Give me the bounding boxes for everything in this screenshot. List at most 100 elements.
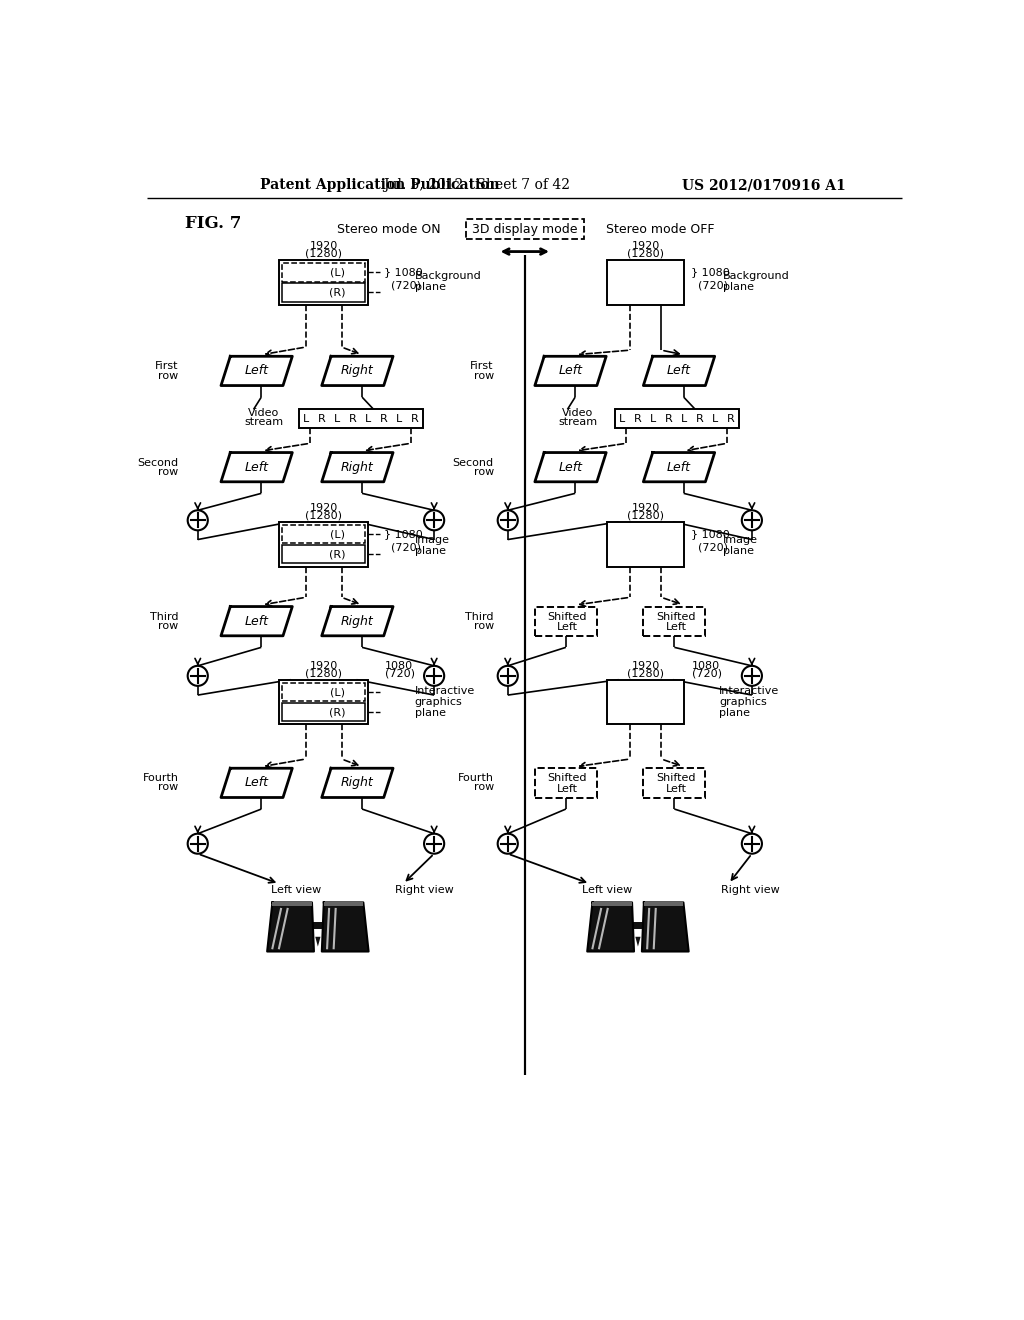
Text: Right: Right <box>341 461 374 474</box>
Text: US 2012/0170916 A1: US 2012/0170916 A1 <box>682 178 846 193</box>
Text: L: L <box>713 413 719 424</box>
Text: (L): (L) <box>330 268 344 277</box>
Text: (R): (R) <box>329 708 345 717</box>
Bar <box>283 525 366 544</box>
Text: Left: Left <box>558 364 583 378</box>
Text: graphics: graphics <box>719 697 767 708</box>
Text: (720): (720) <box>692 668 722 678</box>
Text: row: row <box>158 467 178 477</box>
Text: } 1080: } 1080 <box>690 268 729 277</box>
Text: Fourth: Fourth <box>458 774 494 783</box>
Text: Left: Left <box>245 461 268 474</box>
Bar <box>283 682 366 701</box>
Text: FIG. 7: FIG. 7 <box>185 215 242 232</box>
Polygon shape <box>587 903 634 952</box>
Polygon shape <box>221 607 292 636</box>
Bar <box>466 219 584 239</box>
Bar <box>283 284 366 302</box>
Bar <box>607 260 684 305</box>
Text: R: R <box>727 413 735 424</box>
Text: Patent Application Publication: Patent Application Publication <box>260 178 500 193</box>
Text: plane: plane <box>415 709 445 718</box>
Bar <box>607 680 684 725</box>
Bar <box>283 545 366 564</box>
Text: Shifted: Shifted <box>656 774 695 784</box>
Text: Fourth: Fourth <box>142 774 178 783</box>
Text: 3D display mode: 3D display mode <box>472 223 578 236</box>
Bar <box>280 260 369 305</box>
Text: Left: Left <box>245 364 268 378</box>
Text: Background: Background <box>723 271 790 281</box>
Text: plane: plane <box>723 282 755 292</box>
Bar <box>280 680 369 725</box>
Text: (1280): (1280) <box>305 249 342 259</box>
Text: (1280): (1280) <box>627 511 665 520</box>
Polygon shape <box>535 356 606 385</box>
Bar <box>607 521 684 566</box>
Text: stream: stream <box>244 417 284 426</box>
Text: First: First <box>155 362 178 371</box>
Text: (R): (R) <box>329 549 345 560</box>
Text: 1920: 1920 <box>632 242 659 251</box>
Text: row: row <box>473 371 494 380</box>
Text: Left view: Left view <box>271 884 322 895</box>
Text: R: R <box>411 413 419 424</box>
Polygon shape <box>322 768 393 797</box>
Bar <box>535 607 597 636</box>
Text: (720): (720) <box>384 281 421 290</box>
Text: Right: Right <box>341 615 374 628</box>
Text: Left view: Left view <box>583 884 633 895</box>
Text: Second: Second <box>137 458 178 467</box>
Text: L: L <box>334 413 340 424</box>
Text: (1280): (1280) <box>627 249 665 259</box>
Text: First: First <box>470 362 494 371</box>
Text: R: R <box>349 413 356 424</box>
Polygon shape <box>322 453 393 482</box>
Text: Left: Left <box>245 776 268 789</box>
Text: (L): (L) <box>330 529 344 539</box>
Text: (720): (720) <box>690 281 728 290</box>
Bar <box>283 702 366 721</box>
Text: row: row <box>158 371 178 380</box>
Text: 1080: 1080 <box>385 661 414 671</box>
Polygon shape <box>593 903 632 906</box>
Polygon shape <box>322 903 369 952</box>
Text: (1280): (1280) <box>305 511 342 520</box>
Text: Interactive: Interactive <box>719 686 779 696</box>
Text: Left: Left <box>557 784 578 793</box>
Text: (R): (R) <box>329 288 345 297</box>
Text: Left: Left <box>667 461 691 474</box>
Text: Image: Image <box>415 535 450 545</box>
Text: L: L <box>396 413 402 424</box>
Polygon shape <box>324 903 364 906</box>
Polygon shape <box>642 903 689 952</box>
Text: R: R <box>317 413 326 424</box>
Text: plane: plane <box>723 546 755 556</box>
Text: 1920: 1920 <box>309 503 338 513</box>
Polygon shape <box>221 768 292 797</box>
Polygon shape <box>644 903 683 906</box>
Polygon shape <box>312 923 324 929</box>
Text: graphics: graphics <box>415 697 463 708</box>
Text: 1920: 1920 <box>632 661 659 671</box>
Polygon shape <box>535 453 606 482</box>
Text: Right view: Right view <box>721 884 779 895</box>
Text: row: row <box>158 620 178 631</box>
Text: } 1080: } 1080 <box>690 529 729 540</box>
Text: } 1080: } 1080 <box>384 529 423 540</box>
Text: Shifted: Shifted <box>548 774 587 784</box>
Text: plane: plane <box>719 709 751 718</box>
Text: Right: Right <box>341 364 374 378</box>
Text: Background: Background <box>415 271 481 281</box>
Text: Shifted: Shifted <box>548 611 587 622</box>
Text: L: L <box>650 413 656 424</box>
Text: row: row <box>473 783 494 792</box>
Text: Right: Right <box>341 776 374 789</box>
Text: Left: Left <box>666 622 686 632</box>
Bar <box>535 768 597 797</box>
Text: row: row <box>158 783 178 792</box>
Text: L: L <box>366 413 372 424</box>
Text: row: row <box>473 620 494 631</box>
Text: Video: Video <box>562 408 593 417</box>
Text: Right view: Right view <box>395 884 454 895</box>
